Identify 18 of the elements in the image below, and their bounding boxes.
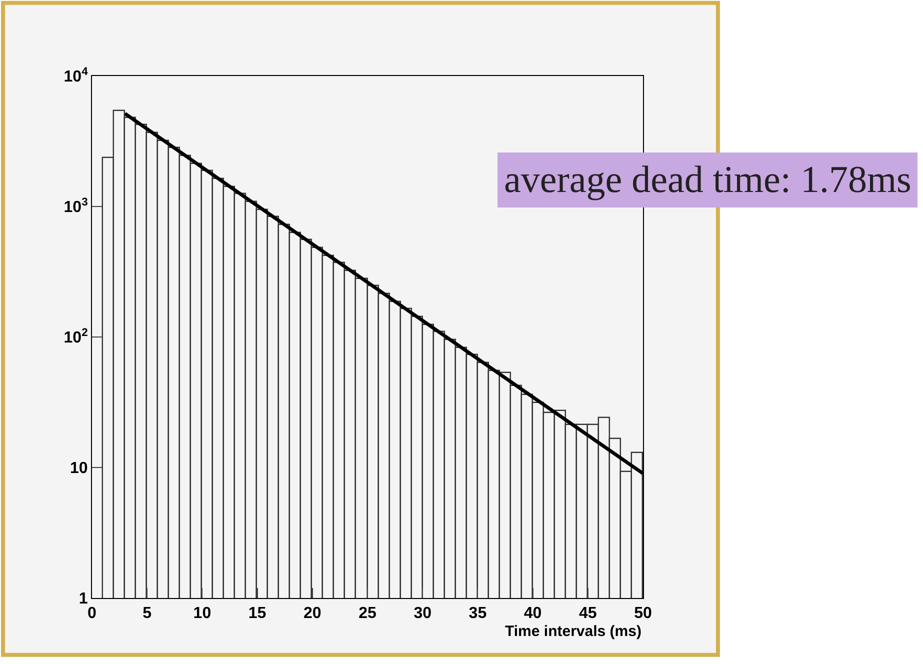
x-tick-label: 10	[193, 605, 212, 622]
x-tick-label: 45	[579, 605, 597, 622]
y-tick-label: 10	[70, 460, 88, 478]
x-tick-label: 50	[634, 605, 652, 622]
y-tick-label: 1	[78, 590, 88, 608]
x-tick-label: 0	[88, 605, 97, 622]
x-tick-label: 40	[524, 605, 542, 622]
x-tick-label: 25	[358, 605, 376, 622]
y-tick-label: 10$^{2}$	[64, 326, 88, 347]
x-axis-title: Time intervals (ms)	[505, 623, 642, 640]
x-tick-label: 30	[414, 605, 432, 622]
x-tick-label: 15	[248, 605, 266, 622]
annotation: average dead time: 1.78ms	[504, 159, 912, 201]
y-tick-label: 10$^{3}$	[64, 196, 88, 216]
x-tick-label: 35	[468, 605, 487, 622]
y-tick-label: 10$^{4}$	[64, 66, 89, 86]
x-tick-label: 5	[142, 605, 152, 622]
x-tick-label: 20	[304, 605, 322, 622]
